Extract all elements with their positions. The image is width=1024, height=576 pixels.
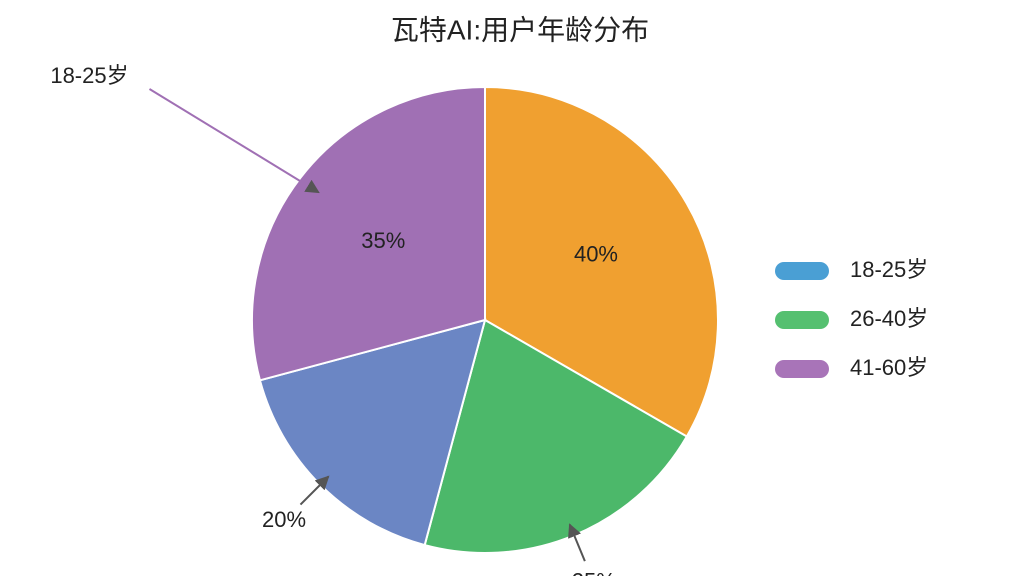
legend-label: 41-60岁 (850, 355, 928, 380)
legend-swatch (775, 311, 829, 329)
pie-slice (251, 85, 486, 382)
label-arrow (568, 523, 586, 562)
legend-swatch (775, 360, 829, 378)
legend-swatch (775, 262, 829, 280)
annotation-arrow (148, 88, 320, 194)
annotation: 18-25岁 (50, 63, 128, 88)
value-label: 20% (262, 507, 306, 532)
value-label: 35% (361, 228, 405, 253)
value-label: 40% (574, 242, 618, 267)
pie-slice (484, 85, 719, 438)
value-label: 25% (572, 568, 616, 576)
label-arrow (299, 475, 330, 506)
chart-title: 瓦特AI:用户年龄分布 (391, 14, 649, 45)
legend-label: 26-40岁 (850, 306, 928, 331)
legend-label: 18-25岁 (850, 257, 928, 282)
